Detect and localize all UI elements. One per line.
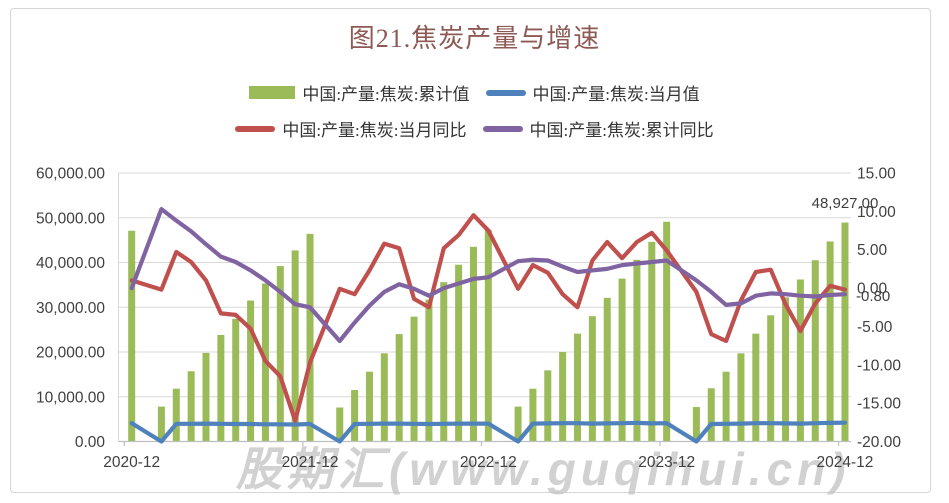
line-cumulative-yoy [129,207,848,344]
bar-cumulative-value [574,333,581,442]
y-axis-right-tick-label: -10.00 [857,357,901,374]
bar-cumulative-value [306,233,314,442]
bar-cumulative-value [648,241,656,442]
bar-cumulative-value [707,388,715,442]
bar-cumulative-value [410,316,418,442]
bar-cumulative-value [291,250,299,442]
bar-cumulative-value [767,315,775,442]
bar-cumulative-value [484,229,492,442]
bar-cumulative-value [336,407,344,442]
bar-cumulative-value [722,371,730,442]
legend-swatch-bar-icon [249,86,296,99]
legend-label: 中国:产量:焦炭:累计值 [302,85,470,104]
bar-cumulative-value [559,352,567,442]
y-axis-left-tick-label: 20,000.00 [36,345,105,362]
legend-row-1: 中国:产量:焦炭:累计值 中国:产量:焦炭:当月值 [249,80,700,105]
bar-cumulative-value [588,316,596,442]
bar-cumulative-value [157,406,165,442]
legend-item-cumulative-value: 中国:产量:焦炭:累计值 [249,80,470,105]
bar-cumulative-value [737,353,745,442]
data-label-last-bar: 48,927.00 [812,195,879,212]
bar-cumulative-value [425,299,433,442]
legend-item-monthly-value: 中国:产量:焦炭:当月值 [485,80,700,105]
bar-cumulative-value [217,334,225,442]
bar-cumulative-value [469,246,477,442]
bar-cumulative-value [796,279,804,442]
bar-cumulative-value [455,264,463,442]
legend-item-monthly-yoy: 中国:产量:焦炭:当月同比 [235,116,467,141]
bar-cumulative-value [351,390,359,442]
bar-cumulative-value [380,353,388,442]
bar-cumulative-value [440,282,448,442]
data-label-last-cumulative-yoy: -0.80 [856,288,890,305]
bar-cumulative-value [692,407,700,442]
y-axis-right-tick-label: 10.00 [857,204,896,221]
bar-cumulative-value [395,334,403,442]
bar-cumulative-value [276,266,284,442]
watermark: 股期汇(www.guqihui.cn) [236,443,851,495]
y-axis-right-tick-label: 0.00 [857,281,888,298]
y-axis-left-tick-label: 60,000.00 [36,166,105,183]
bar-cumulative-value [514,406,522,442]
bar-cumulative-value [618,278,626,442]
legend-label: 中国:产量:焦炭:当月同比 [282,121,467,140]
y-axis-right-tick-label: -15.00 [857,396,901,413]
bar-cumulative-value [187,371,195,442]
x-axis-tick-label: 2022-12 [460,454,517,471]
x-axis-tick-label: 2020-12 [103,454,160,471]
bar-cumulative-value [603,297,611,442]
bar-cumulative-value [247,300,255,442]
bar-cumulative-value [232,318,240,442]
y-axis-left-tick-label: 0.00 [75,434,106,451]
legend: 中国:产量:焦炭:累计值 中国:产量:焦炭:当月值 中国:产量:焦炭:当月同比 … [0,80,949,141]
line-monthly-yoy [129,213,848,423]
bar-cumulative-value [826,241,834,442]
y-axis-left-tick-label: 10,000.00 [36,389,105,406]
bar-cumulative-value [782,297,790,442]
x-axis-tick-label: 2021-12 [282,454,339,471]
y-axis-right-tick-label: 15.00 [857,166,896,183]
bar-cumulative-value [172,388,180,442]
x-axis-tick-label: 2024-12 [817,454,874,471]
bar-cumulative-value [811,260,819,442]
bar-cumulative-value [544,370,552,442]
legend-label: 中国:产量:焦炭:当月值 [532,85,700,104]
legend-swatch-line-icon [235,125,276,132]
legend-item-cumulative-yoy: 中国:产量:焦炭:累计同比 [482,116,714,141]
y-axis-right-tick-label: -5.00 [857,319,893,336]
y-axis-left-tick-label: 50,000.00 [36,210,105,227]
y-axis-left-tick-label: 40,000.00 [36,255,105,272]
chart-title: 图21.焦炭产量与增速 [348,24,601,53]
bar-cumulative-value [529,388,537,442]
legend-swatch-line-icon [485,89,526,96]
bar-cumulative-value [752,333,760,442]
legend-row-2: 中国:产量:焦炭:当月同比 中国:产量:焦炭:累计同比 [235,116,714,141]
y-axis-right-tick-label: 5.00 [857,242,888,259]
bar-cumulative-value [365,371,373,442]
bar-cumulative-value [841,222,849,442]
legend-swatch-line-icon [482,125,523,132]
x-axis-tick-label: 2023-12 [638,454,695,471]
y-axis-left-tick-label: 30,000.00 [36,300,105,317]
bar-cumulative-value [128,230,136,442]
legend-label: 中国:产量:焦炭:累计同比 [529,121,714,140]
bar-cumulative-value [633,259,641,442]
bar-cumulative-value [202,352,210,442]
y-axis-right-tick-label: -20.00 [857,434,901,451]
line-monthly-value [129,420,848,444]
bar-cumulative-value [663,221,671,442]
